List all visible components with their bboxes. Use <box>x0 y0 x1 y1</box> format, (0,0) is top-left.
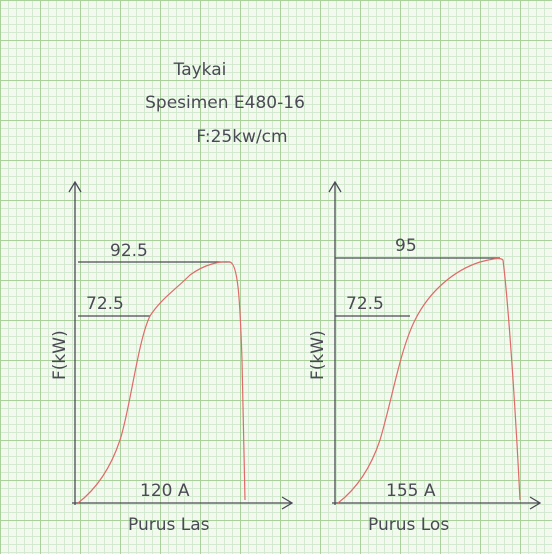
yield-label: 72.5 <box>86 294 124 314</box>
yield-label: 72.5 <box>346 294 384 314</box>
y-label: F(kW) <box>308 330 328 380</box>
current: 120 A <box>140 481 190 501</box>
x-label: Purus Los <box>368 515 449 535</box>
force: F:25kw/cm <box>196 127 287 147</box>
specimen: Spesimen E480-16 <box>145 93 305 113</box>
x-label: Purus Las <box>128 515 210 535</box>
y-axis <box>329 182 341 505</box>
max-label: 92.5 <box>110 241 148 261</box>
panel: 95 72.5 155 A Purus Los F(kW) <box>308 182 540 535</box>
max-label: 95 <box>395 236 417 256</box>
current: 155 A <box>386 481 436 501</box>
sketch: Taykai Spesimen E480-16 F:25kw/cm 92.5 7… <box>0 0 552 554</box>
title: Taykai <box>173 60 227 80</box>
y-label: F(kW) <box>50 330 70 380</box>
x-axis <box>332 497 540 509</box>
panel: 92.5 72.5 120 A Purus Las F(kW) <box>50 182 292 535</box>
graph-paper: Taykai Spesimen E480-16 F:25kw/cm 92.5 7… <box>0 0 552 554</box>
y-axis <box>69 182 81 505</box>
